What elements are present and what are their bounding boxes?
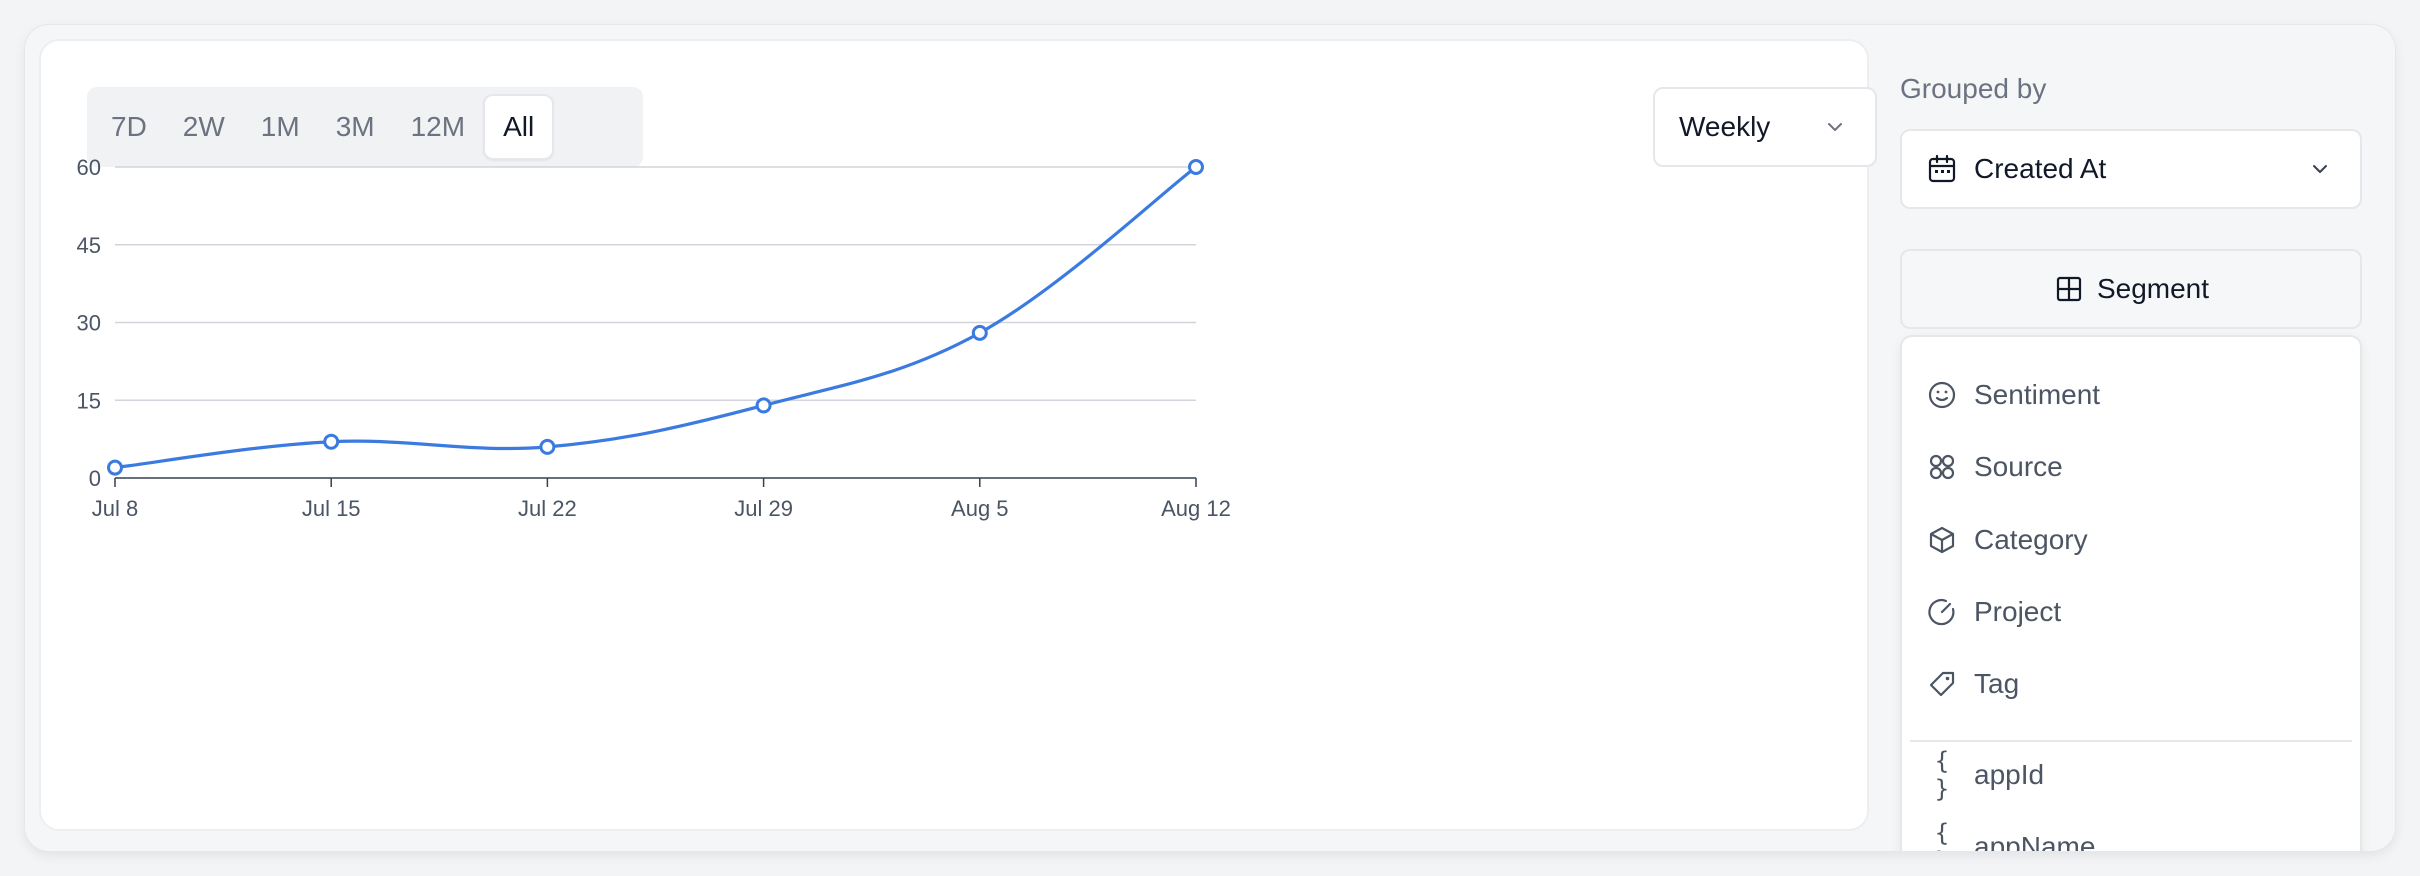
braces-icon: { } — [1934, 747, 1950, 803]
y-tick-label: 15 — [77, 388, 101, 413]
chevron-down-icon — [2304, 153, 2336, 185]
segment-button[interactable]: Segment — [1900, 249, 2362, 329]
dashboard-panel: 7D 2W 1M 3M 12M All Weekly 0 15 30 45 60 Jul … — [25, 25, 2395, 851]
menu-item-source[interactable]: Source — [1902, 437, 2360, 497]
data-point — [539, 438, 556, 455]
chevron-down-icon — [1819, 111, 1851, 143]
series-line — [114, 165, 1197, 470]
x-tick-label: Aug 12 — [1161, 496, 1231, 521]
menu-item-label: Category — [1974, 524, 2088, 555]
segment-dropdown-menu: Sentiment Source — [1900, 335, 2362, 851]
menu-item-sentiment[interactable]: Sentiment — [1902, 365, 2360, 425]
braces-icon: { } — [1934, 819, 1950, 851]
tag-icon — [1926, 668, 1958, 700]
x-tick-label: Jul 15 — [302, 496, 361, 521]
menu-item-label: appName — [1974, 831, 2096, 851]
layout-grid-icon — [2053, 273, 2085, 305]
data-point — [107, 459, 123, 476]
menu-item-appname[interactable]: { } appName — [1902, 817, 2360, 851]
range-all-button[interactable]: All — [483, 94, 555, 160]
data-point — [1188, 159, 1204, 175]
grid-four-icon — [1926, 451, 1958, 483]
grouped-by-title: Grouped by — [1900, 73, 2047, 104]
menu-item-project[interactable]: Project — [1902, 582, 2360, 642]
time-range-toggle: 7D 2W 1M 3M 12M All — [87, 87, 643, 167]
smile-icon — [1926, 379, 1958, 411]
menu-item-label: Source — [1974, 451, 2063, 482]
box-icon — [1926, 524, 1958, 556]
menu-item-label: Project — [1974, 596, 2062, 627]
line-chart: 0 15 30 45 60 Jul 8 Jul 15 Jul 22 Jul 29 Aug 5 Aug… — [77, 155, 1231, 521]
menu-item-label: Tag — [1974, 668, 2020, 699]
range-3m-button[interactable]: 3M — [335, 111, 375, 142]
interval-value: Weekly — [1679, 111, 1771, 142]
menu-item-appid[interactable]: { } appId — [1902, 745, 2360, 805]
grouped-by-select[interactable]: Created At — [1900, 129, 2362, 209]
x-tick-label: Jul 29 — [734, 496, 793, 521]
data-point — [323, 433, 340, 450]
segment-label: Segment — [2096, 273, 2210, 304]
y-tick-label: 0 — [89, 466, 101, 491]
y-tick-label: 45 — [77, 233, 101, 258]
range-1m-button[interactable]: 1M — [260, 111, 300, 142]
sidebar: Grouped by Created At — [1870, 25, 2395, 851]
calendar-icon — [1926, 153, 1958, 185]
menu-item-category[interactable]: Category — [1902, 510, 2360, 570]
range-12m-button[interactable]: 12M — [410, 111, 466, 142]
menu-divider — [1910, 740, 2352, 742]
grouped-by-value: Created At — [1974, 153, 2107, 184]
menu-item-label: Sentiment — [1974, 379, 2101, 410]
data-point — [755, 397, 772, 414]
x-tick-label: Jul 8 — [92, 496, 138, 521]
gauge-icon — [1926, 596, 1958, 628]
menu-item-tag[interactable]: Tag — [1902, 654, 2360, 714]
y-tick-label: 30 — [77, 311, 101, 336]
data-point — [971, 324, 988, 341]
interval-select[interactable]: Weekly — [1653, 87, 1877, 167]
y-tick-label: 60 — [77, 155, 101, 180]
x-tick-label: Aug 5 — [951, 496, 1009, 521]
range-7d-button[interactable]: 7D — [111, 111, 147, 142]
range-2w-button[interactable]: 2W — [182, 111, 225, 142]
chart-card: 7D 2W 1M 3M 12M All Weekly 0 15 30 45 60 Jul … — [39, 39, 1877, 831]
x-tick-label: Jul 22 — [518, 496, 577, 521]
menu-item-label: appId — [1974, 759, 2045, 790]
